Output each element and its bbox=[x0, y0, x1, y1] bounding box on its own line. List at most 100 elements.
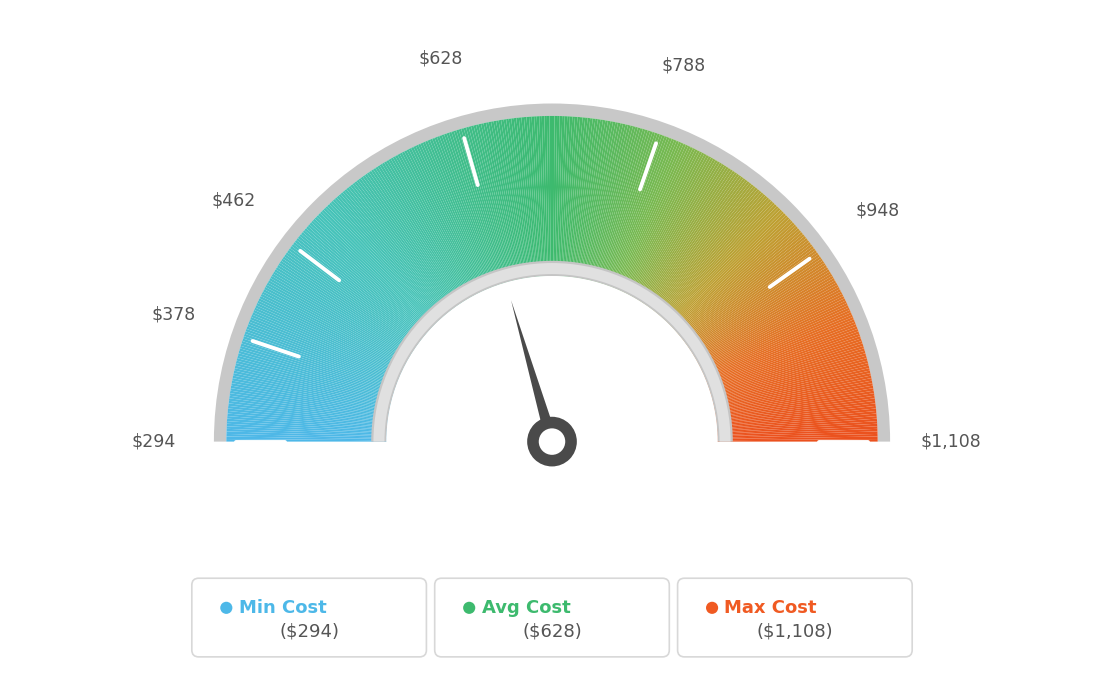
Wedge shape bbox=[716, 413, 877, 428]
Wedge shape bbox=[581, 121, 611, 279]
Wedge shape bbox=[234, 368, 391, 406]
Wedge shape bbox=[342, 190, 446, 315]
Wedge shape bbox=[229, 398, 388, 421]
Bar bbox=[97, 442, 1007, 690]
Wedge shape bbox=[229, 404, 388, 424]
Wedge shape bbox=[596, 128, 640, 282]
Wedge shape bbox=[716, 395, 874, 420]
Wedge shape bbox=[408, 148, 480, 293]
Wedge shape bbox=[550, 116, 552, 276]
Wedge shape bbox=[373, 168, 463, 303]
Wedge shape bbox=[491, 121, 522, 279]
Wedge shape bbox=[230, 393, 389, 418]
Wedge shape bbox=[688, 257, 821, 348]
Wedge shape bbox=[648, 177, 743, 308]
Text: $788: $788 bbox=[661, 56, 705, 74]
Wedge shape bbox=[686, 248, 816, 344]
Wedge shape bbox=[713, 371, 870, 406]
Wedge shape bbox=[714, 373, 871, 408]
Wedge shape bbox=[715, 388, 873, 415]
Wedge shape bbox=[556, 116, 562, 276]
Wedge shape bbox=[369, 171, 460, 305]
Wedge shape bbox=[582, 121, 613, 279]
Wedge shape bbox=[293, 242, 421, 341]
Wedge shape bbox=[454, 130, 503, 284]
Wedge shape bbox=[278, 263, 414, 352]
Wedge shape bbox=[464, 128, 508, 282]
Wedge shape bbox=[233, 375, 390, 409]
Wedge shape bbox=[705, 319, 854, 381]
Wedge shape bbox=[716, 406, 875, 425]
Wedge shape bbox=[669, 211, 784, 326]
Wedge shape bbox=[337, 196, 444, 317]
Wedge shape bbox=[652, 183, 752, 310]
Wedge shape bbox=[509, 119, 531, 277]
Wedge shape bbox=[677, 226, 798, 333]
Wedge shape bbox=[613, 139, 675, 288]
Wedge shape bbox=[499, 120, 527, 278]
Wedge shape bbox=[624, 148, 696, 293]
Wedge shape bbox=[244, 334, 395, 388]
Wedge shape bbox=[713, 366, 869, 404]
Wedge shape bbox=[569, 117, 587, 277]
Wedge shape bbox=[284, 255, 416, 348]
Wedge shape bbox=[709, 339, 862, 391]
Wedge shape bbox=[627, 151, 702, 295]
Wedge shape bbox=[435, 137, 493, 287]
Wedge shape bbox=[364, 174, 458, 306]
Wedge shape bbox=[231, 386, 389, 415]
Wedge shape bbox=[708, 329, 859, 386]
Wedge shape bbox=[429, 139, 491, 288]
Wedge shape bbox=[702, 305, 849, 373]
Wedge shape bbox=[601, 130, 650, 284]
Polygon shape bbox=[511, 300, 558, 443]
Wedge shape bbox=[567, 117, 585, 277]
Wedge shape bbox=[291, 244, 421, 342]
Wedge shape bbox=[468, 126, 511, 282]
Wedge shape bbox=[406, 149, 479, 293]
Wedge shape bbox=[501, 119, 528, 278]
Wedge shape bbox=[371, 169, 461, 304]
Wedge shape bbox=[705, 322, 856, 382]
Wedge shape bbox=[620, 145, 689, 291]
Wedge shape bbox=[449, 132, 501, 284]
Wedge shape bbox=[273, 271, 411, 356]
Wedge shape bbox=[631, 156, 711, 297]
Wedge shape bbox=[704, 313, 852, 377]
Wedge shape bbox=[340, 193, 445, 316]
Wedge shape bbox=[413, 146, 482, 292]
Wedge shape bbox=[618, 143, 683, 290]
Wedge shape bbox=[593, 126, 636, 282]
Wedge shape bbox=[715, 393, 874, 418]
Text: Avg Cost: Avg Cost bbox=[481, 599, 571, 617]
Wedge shape bbox=[252, 313, 400, 377]
Wedge shape bbox=[444, 133, 498, 286]
Wedge shape bbox=[226, 437, 386, 440]
Wedge shape bbox=[656, 188, 757, 313]
Wedge shape bbox=[649, 178, 745, 308]
Wedge shape bbox=[311, 221, 431, 330]
Wedge shape bbox=[565, 117, 580, 277]
Wedge shape bbox=[696, 278, 835, 359]
Wedge shape bbox=[254, 308, 401, 375]
Wedge shape bbox=[411, 147, 481, 293]
Wedge shape bbox=[660, 196, 767, 317]
Wedge shape bbox=[607, 135, 662, 286]
Wedge shape bbox=[598, 129, 646, 283]
Wedge shape bbox=[226, 434, 386, 439]
Wedge shape bbox=[688, 255, 820, 348]
Wedge shape bbox=[481, 124, 517, 280]
Wedge shape bbox=[697, 285, 839, 363]
Wedge shape bbox=[496, 120, 524, 279]
Wedge shape bbox=[641, 168, 731, 303]
Wedge shape bbox=[415, 145, 484, 291]
Wedge shape bbox=[237, 355, 392, 399]
Wedge shape bbox=[701, 301, 847, 371]
Wedge shape bbox=[707, 324, 857, 383]
Wedge shape bbox=[452, 131, 502, 284]
Wedge shape bbox=[553, 116, 558, 276]
Wedge shape bbox=[643, 169, 733, 304]
Wedge shape bbox=[302, 230, 426, 335]
Wedge shape bbox=[710, 346, 864, 394]
Wedge shape bbox=[626, 150, 700, 294]
